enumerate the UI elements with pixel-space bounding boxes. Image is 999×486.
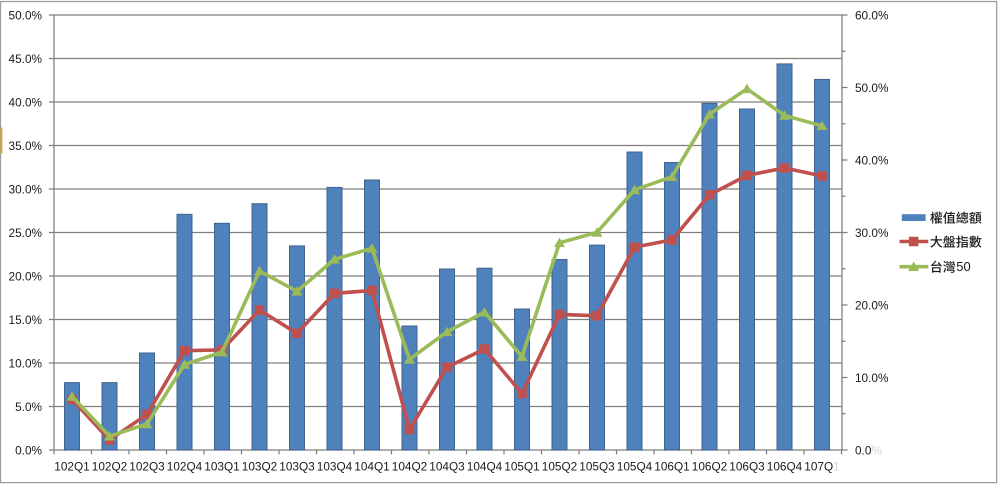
svg-text:106Q3: 106Q3	[729, 460, 765, 474]
svg-text:30.0%: 30.0%	[9, 183, 43, 197]
svg-text:103Q4: 103Q4	[317, 460, 353, 474]
svg-text:104Q1: 104Q1	[354, 460, 389, 474]
svg-text:104Q3: 104Q3	[429, 460, 465, 474]
svg-text:20.0%: 20.0%	[855, 299, 889, 313]
svg-text:102Q1: 102Q1	[54, 460, 89, 474]
svg-text:50.0%: 50.0%	[9, 9, 43, 23]
svg-text:105Q4: 105Q4	[617, 460, 653, 474]
svg-text:30.0%: 30.0%	[855, 226, 889, 240]
svg-text:10.0%: 10.0%	[9, 357, 43, 371]
svg-text:50: 50	[956, 259, 970, 274]
svg-text:0.0%: 0.0%	[855, 444, 882, 458]
svg-text:40.0%: 40.0%	[855, 154, 889, 168]
svg-text:102Q4: 102Q4	[167, 460, 203, 474]
svg-text:106Q1: 106Q1	[654, 460, 689, 474]
svg-text:103Q3: 103Q3	[279, 460, 315, 474]
svg-text:104Q2: 104Q2	[392, 460, 427, 474]
svg-text:25.0%: 25.0%	[9, 226, 43, 240]
svg-text:102Q2: 102Q2	[92, 460, 127, 474]
svg-text:105Q3: 105Q3	[579, 460, 615, 474]
svg-text:50.0%: 50.0%	[855, 81, 889, 95]
svg-text:105Q1: 105Q1	[504, 460, 539, 474]
svg-text:35.0%: 35.0%	[9, 139, 43, 153]
svg-text:20.0%: 20.0%	[9, 270, 43, 284]
svg-text:106Q4: 106Q4	[767, 460, 803, 474]
svg-text:5.0%: 5.0%	[15, 400, 42, 414]
svg-text:0.0%: 0.0%	[15, 444, 42, 458]
svg-text:104Q4: 104Q4	[467, 460, 503, 474]
svg-text:15.0%: 15.0%	[9, 313, 43, 327]
svg-text:45.0%: 45.0%	[9, 52, 43, 66]
svg-text:106Q2: 106Q2	[692, 460, 727, 474]
svg-text:103Q2: 103Q2	[242, 460, 277, 474]
svg-text:107Q1: 107Q1	[804, 460, 839, 474]
svg-text:40.0%: 40.0%	[9, 96, 43, 110]
svg-text:103Q1: 103Q1	[204, 460, 239, 474]
svg-text:60.0%: 60.0%	[855, 9, 889, 23]
svg-text:102Q3: 102Q3	[129, 460, 165, 474]
svg-text:105Q2: 105Q2	[542, 460, 577, 474]
svg-text:10.0%: 10.0%	[855, 371, 889, 385]
